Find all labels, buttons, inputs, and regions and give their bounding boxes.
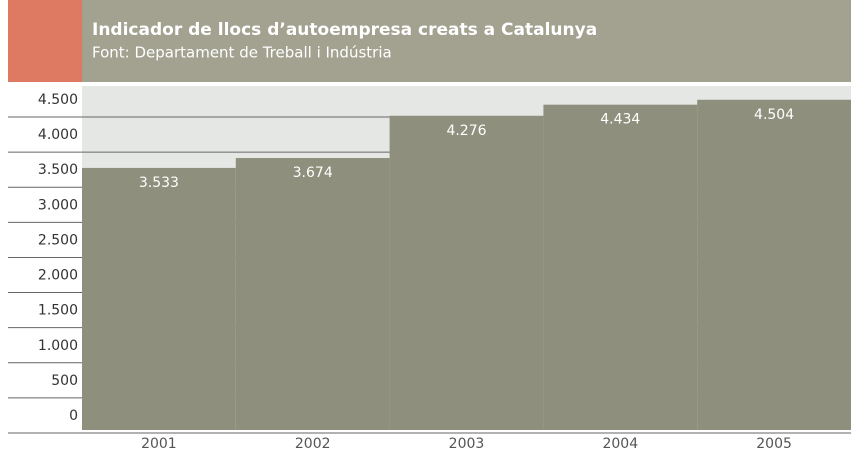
x-tick-label: 2002 xyxy=(295,436,331,452)
header-accent xyxy=(8,0,82,82)
y-tick-label: 2.000 xyxy=(38,268,78,284)
chart-title: Indicador de llocs d’autoempresa creats … xyxy=(92,20,597,40)
y-tick-label: 3.500 xyxy=(38,162,78,178)
x-tick-label: 2001 xyxy=(141,436,177,452)
header-band xyxy=(82,0,851,82)
bar xyxy=(697,99,851,430)
x-tick-label: 2004 xyxy=(602,436,638,452)
y-tick-label: 3.000 xyxy=(38,197,78,213)
y-tick-label: 4.500 xyxy=(38,92,78,108)
value-label: 4.504 xyxy=(754,107,794,123)
value-label: 4.276 xyxy=(446,123,486,139)
y-tick-label: 0 xyxy=(69,408,78,424)
chart-subtitle: Font: Departament de Treball i Indústria xyxy=(92,44,392,62)
bar xyxy=(389,115,544,430)
value-label: 3.533 xyxy=(139,175,179,191)
value-label: 4.434 xyxy=(600,112,640,128)
bar xyxy=(82,167,236,430)
x-tick-label: 2005 xyxy=(756,436,792,452)
y-tick-label: 1.500 xyxy=(38,303,78,319)
bar xyxy=(235,158,390,430)
x-tick-label: 2003 xyxy=(449,436,485,452)
value-label: 3.674 xyxy=(293,165,333,181)
y-tick-label: 4.000 xyxy=(38,127,78,143)
y-tick-label: 2.500 xyxy=(38,232,78,248)
bar xyxy=(543,104,698,430)
y-tick-label: 500 xyxy=(51,373,78,389)
y-tick-label: 1.000 xyxy=(38,338,78,354)
